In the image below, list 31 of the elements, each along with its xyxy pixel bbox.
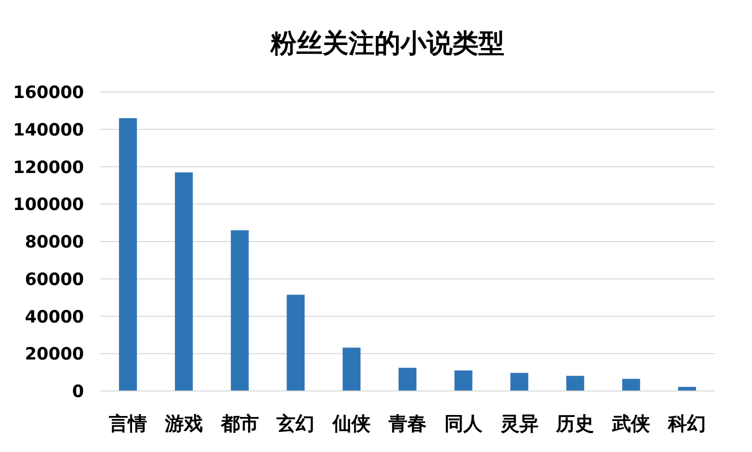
x-tick-label: 玄幻 <box>276 413 315 435</box>
chart-title: 粉丝关注的小说类型 <box>270 29 504 59</box>
bar <box>454 370 472 391</box>
y-tick-label: 80000 <box>24 232 84 252</box>
x-tick-label: 科幻 <box>667 413 706 435</box>
x-tick-label: 青春 <box>388 413 426 435</box>
y-tick-label: 40000 <box>24 307 84 328</box>
x-tick-label: 武侠 <box>611 413 650 435</box>
x-tick-label: 仙侠 <box>332 413 371 435</box>
x-tick-label: 游戏 <box>164 413 203 435</box>
y-tick-label: 140000 <box>13 120 84 140</box>
x-tick-label: 都市 <box>220 413 259 435</box>
x-tick-label: 历史 <box>555 413 594 435</box>
x-tick-label: 同人 <box>444 413 484 435</box>
bar <box>286 294 305 391</box>
bar <box>174 172 193 391</box>
bar <box>119 118 137 391</box>
bar <box>566 376 584 391</box>
bar <box>510 372 528 391</box>
y-tick-label: 160000 <box>13 83 84 103</box>
y-tick-label: 120000 <box>13 158 84 178</box>
y-tick-label: 20000 <box>24 344 84 365</box>
bar <box>230 230 249 391</box>
y-tick-label: 100000 <box>13 195 84 216</box>
bar <box>622 378 640 391</box>
y-tick-label: 60000 <box>24 270 84 290</box>
bar <box>342 348 361 391</box>
x-tick-label: 灵异 <box>500 413 538 435</box>
y-tick-label: 0 <box>72 382 84 402</box>
bar <box>398 368 416 391</box>
x-tick-label: 言情 <box>108 413 147 435</box>
